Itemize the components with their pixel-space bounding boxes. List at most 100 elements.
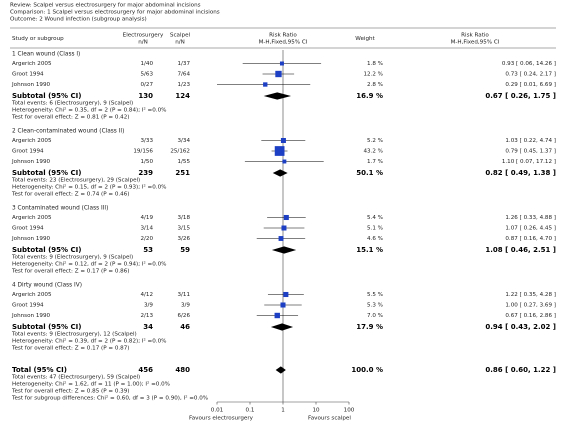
weight-label: 15.1 % xyxy=(356,246,383,254)
row-label: Groot 1994 xyxy=(12,303,44,309)
row-label: Argerich 2005 xyxy=(12,138,52,144)
events-scalpel: 25/162 xyxy=(170,149,190,155)
events-scalpel: 59 xyxy=(180,246,190,254)
weight-square xyxy=(282,159,287,164)
weight-label: 43.2 % xyxy=(363,149,383,155)
weight-label: 5.4 % xyxy=(367,215,383,221)
note: Test for overall effect: Z = 0.17 (P = 0… xyxy=(11,346,129,352)
ci-label: 0.29 [ 0.01, 6.69 ] xyxy=(505,82,556,88)
weight-square xyxy=(279,61,284,66)
row-label: Argerich 2005 xyxy=(12,61,52,67)
events-scalpel: 46 xyxy=(180,323,190,331)
events-electrosurgery: 0/27 xyxy=(140,82,153,88)
events-scalpel: 251 xyxy=(175,169,190,177)
x-tick-label: 10 xyxy=(312,408,320,414)
weight-label: 1.8 % xyxy=(367,61,383,67)
column-header: Study or subgroup xyxy=(12,36,64,42)
events-electrosurgery: 19/156 xyxy=(133,149,153,155)
row-label: Groot 1994 xyxy=(12,72,44,78)
note: Test for overall effect: Z = 0.74 (P = 0… xyxy=(11,192,129,198)
favours-left: Favours electrosurgery xyxy=(189,416,254,422)
column-header: Risk Ratio xyxy=(461,33,489,39)
ci-label: 1.08 [ 0.46, 2.51 ] xyxy=(485,246,556,254)
weight-label: 2.8 % xyxy=(367,82,383,88)
weight-square xyxy=(274,312,280,319)
ci-label: 1.22 [ 0.35, 4.28 ] xyxy=(505,292,556,298)
ci-label: 0.86 [ 0.60, 1.22 ] xyxy=(485,366,556,374)
row-label: Subtotal (95% CI) xyxy=(12,323,81,331)
ci-label: 0.93 [ 0.06, 14.26 ] xyxy=(502,61,556,67)
ci-label: 0.73 [ 0.24, 2.17 ] xyxy=(505,72,556,78)
weight-square xyxy=(280,137,286,144)
note: Heterogeneity: Chi² = 0.39, df = 2 (P = … xyxy=(12,338,166,345)
group-title: 3 Contaminated wound (Class III) xyxy=(12,206,108,212)
row-label: Subtotal (95% CI) xyxy=(12,246,81,254)
ci-label: 0.67 [ 0.26, 1.75 ] xyxy=(485,92,556,100)
events-electrosurgery: 34 xyxy=(143,323,153,331)
group-title: 2 Clean-contaminated wound (Class II) xyxy=(12,129,124,135)
pooled-diamond xyxy=(271,246,297,254)
x-tick-label: 0.1 xyxy=(246,408,255,414)
events-scalpel: 3/11 xyxy=(177,292,190,298)
weight-label: 5.5 % xyxy=(367,292,383,298)
weight-label: 17.9 % xyxy=(356,323,383,331)
header-line: Outcome: 2 Wound infection (subgroup ana… xyxy=(10,17,147,23)
events-electrosurgery: 4/12 xyxy=(140,292,153,298)
column-header: n/N xyxy=(138,40,148,46)
events-electrosurgery: 456 xyxy=(138,366,153,374)
weight-label: 12.2 % xyxy=(363,72,383,78)
ci-label: 0.94 [ 0.43, 2.02 ] xyxy=(485,323,556,331)
events-scalpel: 1/37 xyxy=(177,61,190,67)
row-label: Johnson 1990 xyxy=(11,159,50,165)
group-title: 1 Clean wound (Class I) xyxy=(12,52,80,58)
events-electrosurgery: 239 xyxy=(138,169,153,177)
row-label: Argerich 2005 xyxy=(12,292,52,298)
weight-label: 7.0 % xyxy=(367,313,383,319)
weight-square xyxy=(283,214,289,221)
ci-label: 1.26 [ 0.33, 4.88 ] xyxy=(505,215,556,221)
column-header: n/N xyxy=(175,40,185,46)
events-electrosurgery: 1/40 xyxy=(140,61,153,67)
column-header: Scalpel xyxy=(170,33,191,39)
ci-label: 1.10 [ 0.07, 17.12 ] xyxy=(502,159,556,165)
note: Test for subgroup differences: Chi² = 0.… xyxy=(11,395,208,402)
ci-label: 1.00 [ 0.27, 3.69 ] xyxy=(505,303,556,309)
events-electrosurgery: 5/63 xyxy=(140,72,153,78)
ci-label: 1.07 [ 0.26, 4.45 ] xyxy=(505,226,556,232)
column-header: Electrosurgery xyxy=(123,33,164,39)
row-label: Johnson 1990 xyxy=(11,82,50,88)
events-scalpel: 3/26 xyxy=(177,236,190,242)
x-tick-label: 100 xyxy=(344,408,355,414)
events-electrosurgery: 1/50 xyxy=(140,159,153,165)
note: Heterogeneity: Chi² = 0.35, df = 2 (P = … xyxy=(12,107,166,114)
note: Total events: 9 (Electrosurgery), 12 (Sc… xyxy=(11,332,137,338)
weight-square xyxy=(283,291,289,298)
ci-label: 0.87 [ 0.16, 4.70 ] xyxy=(505,236,556,242)
row-label: Johnson 1990 xyxy=(11,236,50,242)
ci-label: 1.03 [ 0.22, 4.74 ] xyxy=(505,138,556,144)
note: Total events: 6 (Electrosurgery), 9 (Sca… xyxy=(11,101,133,107)
note: Heterogeneity: Chi² = 0.12, df = 2 (P = … xyxy=(12,261,166,268)
row-label: Subtotal (95% CI) xyxy=(12,92,81,100)
events-scalpel: 124 xyxy=(175,92,190,100)
note: Test for overall effect: Z = 0.17 (P = 0… xyxy=(11,269,129,275)
column-header: M-H,Fixed,95% CI xyxy=(451,40,500,46)
pooled-diamond xyxy=(263,92,292,100)
note: Heterogeneity: Chi² = 1.62, df = 11 (P =… xyxy=(12,381,170,388)
events-scalpel: 3/18 xyxy=(177,215,190,221)
row-label: Total (95% CI) xyxy=(12,366,67,374)
weight-label: 16.9 % xyxy=(356,92,383,100)
favours-right: Favours scalpel xyxy=(308,416,351,422)
note: Total events: 47 (Electrosurgery), 59 (S… xyxy=(11,375,140,381)
note: Total events: 23 (Electrosurgery), 29 (S… xyxy=(11,178,140,184)
weight-square xyxy=(263,82,268,87)
row-label: Groot 1994 xyxy=(12,226,44,232)
events-electrosurgery: 53 xyxy=(143,246,153,254)
events-electrosurgery: 3/33 xyxy=(140,138,153,144)
row-label: Groot 1994 xyxy=(12,149,44,155)
events-scalpel: 1/23 xyxy=(177,82,190,88)
column-header: Risk Ratio xyxy=(269,33,297,39)
weight-square xyxy=(278,236,284,241)
events-electrosurgery: 2/13 xyxy=(140,313,153,319)
weight-label: 4.6 % xyxy=(367,236,383,242)
